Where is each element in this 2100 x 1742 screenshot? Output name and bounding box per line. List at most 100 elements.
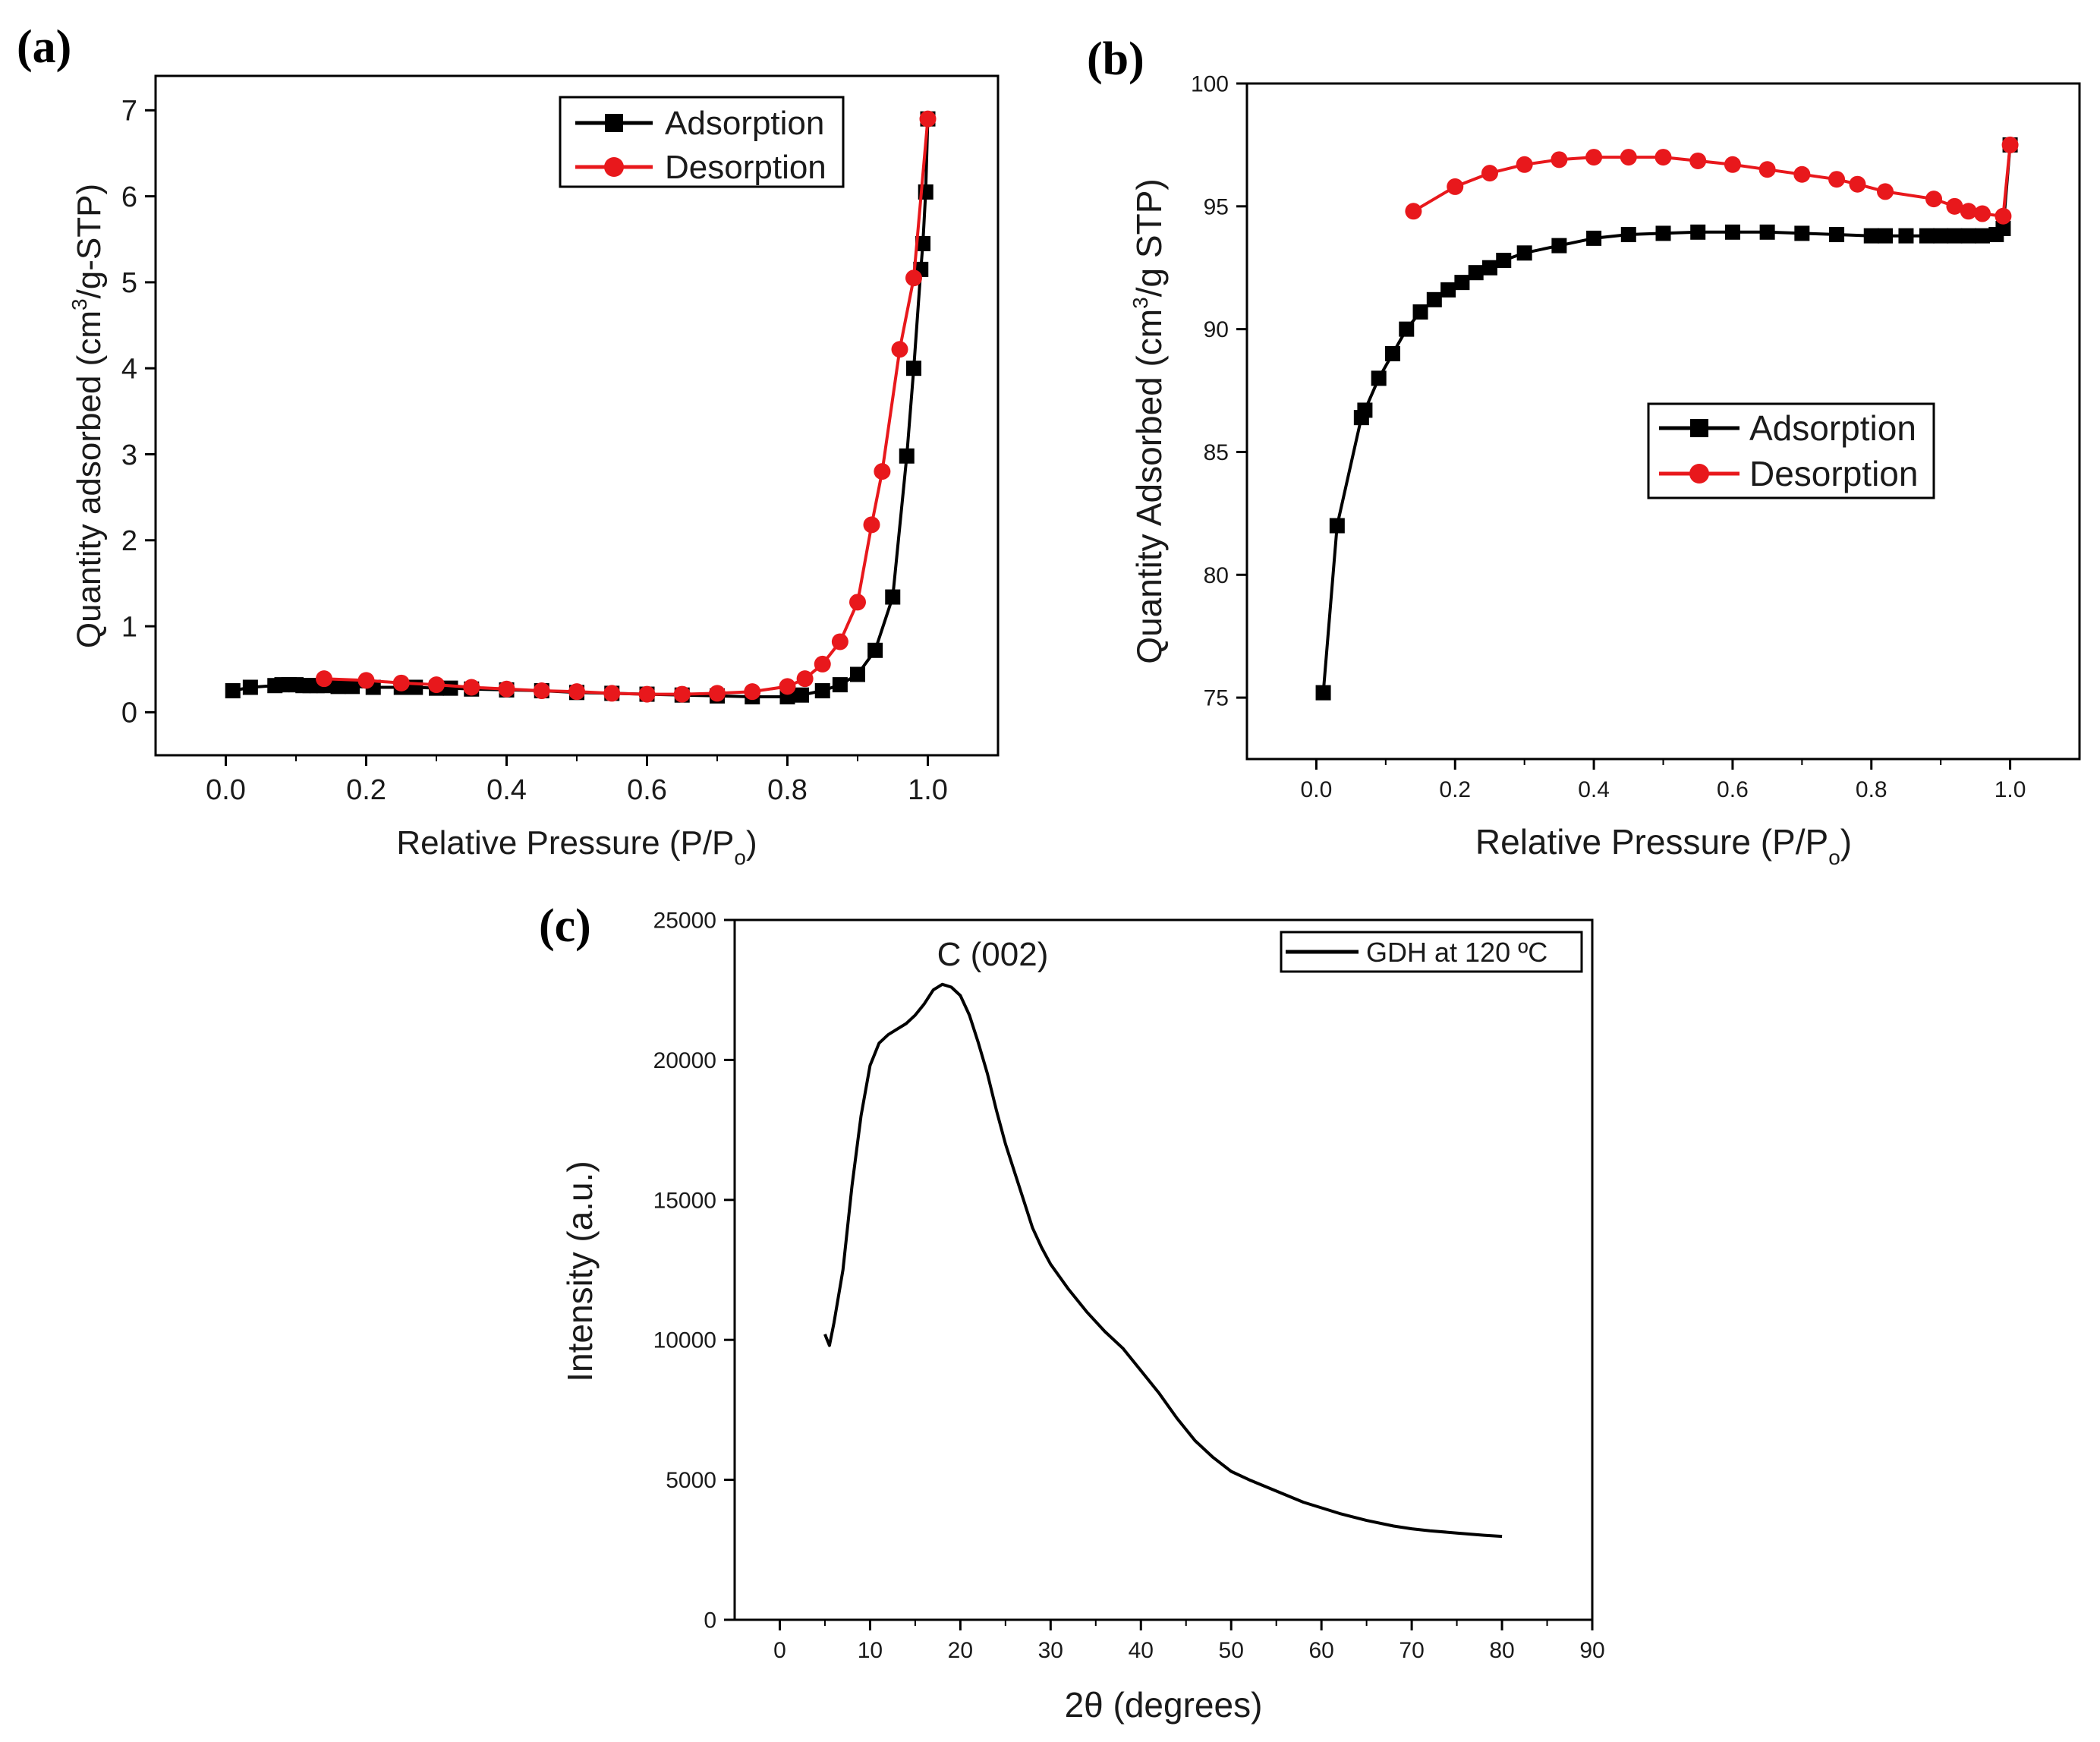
panel-b-adsorption-point [1933,228,1949,244]
panel-c-y-tick-label: 10000 [653,1328,716,1353]
panel-a-adsorption-point [915,235,931,251]
panel-a-desorption-point [603,685,621,702]
panel-a-x-axis-label: Relative Pressure (P/Po) [396,824,757,869]
panel-c-peak-annotation: C (002) [937,936,1049,973]
panel-b-desorption-point [1925,191,1943,208]
panel-a-desorption-point [874,463,891,480]
panel-a-desorption-point [744,683,761,701]
panel-a-adsorption-point [867,642,883,658]
panel-c-x-tick-label: 50 [1219,1638,1244,1663]
panel-a-desorption-point [905,269,922,287]
panel-b-desorption-point [1793,165,1811,183]
panel-a-adsorption-point [330,679,346,695]
panel-c-x-tick-label: 10 [858,1638,883,1663]
panel-a-y-tick-label: 5 [121,267,137,299]
panel-a-desorption-point [316,670,332,688]
panel-a-y-tick-label: 3 [121,439,137,471]
panel-b-desorption-point [1405,203,1422,220]
panel-b-desorption-point [1758,161,1776,178]
panel-c-y-axis-label: Intensity (a.u.) [560,1161,600,1381]
panel-b-y-tick-label: 75 [1204,686,1229,711]
panel-a-desorption-point [357,672,375,689]
panel-b-adsorption-point [1794,225,1810,241]
panel-b-desorption-point [2001,136,2019,153]
panel-c: (c) 0 10 20 30 40 50 60 70 80 90 0 5000 10000 15000 20… [539,900,1605,1725]
panel-c-ticks: 0 10 20 30 40 50 60 70 80 90 0 5000 10000 15000 20000 2… [653,909,1605,1664]
panel-a-desorption-point [392,674,410,691]
panel-a-adsorption-point [832,677,848,693]
panel-b-adsorption-point [1759,224,1775,240]
panel-b-adsorption-point [1919,228,1935,244]
panel-a-x-tick-label: 0.0 [206,774,246,806]
panel-a-x-tick-label: 0.6 [627,774,667,806]
panel-c-x-axis-label: 2θ (degrees) [1065,1685,1263,1725]
panel-b-series [1315,136,2019,701]
panel-b-adsorption-point [1960,228,1976,244]
panel-b-adsorption-point [1863,228,1879,244]
panel-b-adsorption-point [1898,228,1914,244]
panel-a: (a) 0.0 0.2 0.4 0.6 0.8 1.0 0 1 2 3 4 5 6 7 Relative … [17,21,1000,869]
panel-a-desorption-point [831,633,849,650]
panel-a-series [225,110,937,704]
panel-a-desorption-point [638,685,656,703]
panel-b-adsorption-point [1947,228,1963,244]
panel-b-x-tick-label: 0.6 [1717,777,1749,802]
panel-b-legend: Adsorption Desorption [1647,402,1935,499]
panel-b-desorption-point [1516,156,1533,173]
panel-b-adsorption-point [1829,227,1845,243]
panel-b-adsorption-point [1878,228,1894,244]
panel-b: (b) 0.0 0.2 0.4 0.6 0.8 1.0 75 80 85 90 95 100 Rela… [1087,33,2081,869]
panel-a-ticks: 0.0 0.2 0.4 0.6 0.8 1.0 0 1 2 3 4 5 6 7 [121,96,948,806]
panel-b-adsorption-point [1620,227,1636,243]
panel-b-desorption-point [1481,165,1498,182]
panel-a-y-tick-label: 2 [121,525,137,557]
panel-b-y-tick-label: 85 [1204,440,1229,465]
panel-a-desorption-point [779,678,796,695]
panel-c-y-tick-label: 5000 [666,1468,716,1493]
panel-a-series-line-desorption [323,118,930,696]
panel-c-x-tick-label: 70 [1399,1638,1424,1663]
panel-c-x-tick-label: 20 [948,1638,973,1663]
panel-b-x-tick-label: 0.4 [1578,777,1610,802]
panel-a-adsorption-point [906,361,921,376]
panel-a-desorption-point [463,679,480,696]
panel-a-desorption-point [709,685,726,702]
panel-b-desorption-point [1877,183,1894,200]
panel-b-adsorption-point [1516,245,1532,261]
panel-b-adsorption-point [1690,224,1706,240]
panel-a-desorption-point [568,683,585,701]
panel-b-adsorption-point [1481,260,1497,276]
panel-a-x-tick-label: 0.8 [767,774,808,806]
panel-b-label: (b) [1087,33,1144,85]
panel-b-adsorption-point [1975,228,1991,244]
panel-a-adsorption-point [442,680,458,696]
panel-b-desorption-point [1585,149,1603,166]
panel-b-adsorption-point [1329,518,1345,534]
panel-a-adsorption-point [345,679,360,695]
panel-b-adsorption-point [1995,220,2011,236]
panel-b-y-axis-label: Quantity Adsorbed (cm3/g STP) [1129,178,1169,663]
panel-a-desorption-point [533,682,550,700]
panel-b-desorption-point [1620,149,1637,166]
panel-b-desorption-point [1849,175,1866,193]
panel-a-x-tick-label: 0.4 [486,774,527,806]
panel-a-desorption-point [673,685,691,703]
panel-b-adsorption-point [1468,265,1484,281]
panel-c-x-tick-label: 0 [773,1638,786,1663]
panel-b-desorption-point [1946,197,1963,215]
panel-a-desorption-point [498,680,515,698]
panel-c-x-tick-label: 80 [1489,1638,1514,1663]
panel-b-desorption-point [1974,205,1991,222]
panel-b-adsorption-point [1454,275,1470,291]
panel-c-y-tick-label: 25000 [653,909,716,934]
panel-b-legend-desorption-marker [1689,464,1709,484]
panel-c-legend-label: GDH at 120 ºC [1366,937,1547,968]
panel-a-adsorption-point [850,666,865,682]
panel-a-adsorption-point [899,448,915,464]
panel-b-y-tick-label: 80 [1204,563,1229,588]
panel-a-legend: Adsorption Desorption [559,96,845,188]
panel-b-adsorption-point [1724,224,1740,240]
panel-b-y-tick-label: 95 [1204,194,1229,219]
panel-a-legend-adsorption-marker [605,114,623,132]
